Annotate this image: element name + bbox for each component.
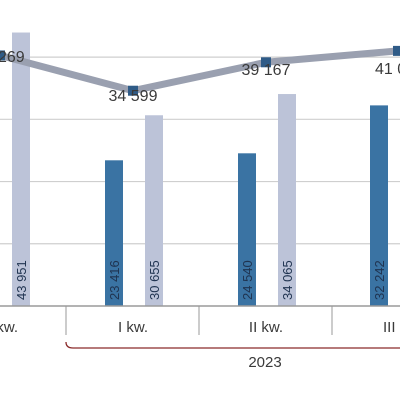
bar-value-label: 23 416 — [107, 260, 122, 300]
bar-light — [278, 94, 296, 306]
grid-lines — [0, 56, 400, 245]
bar-dark — [238, 153, 256, 306]
bar-value-label: 24 540 — [240, 260, 255, 300]
year-bracket-line — [65, 341, 400, 349]
line-marker — [393, 45, 400, 56]
x-tick-label: II kw. — [249, 319, 283, 336]
bar-dark — [105, 160, 123, 306]
bar-value-label: 43 951 — [14, 260, 29, 300]
year-label: 2023 — [248, 354, 281, 371]
x-tick-label: III k — [383, 319, 400, 336]
bar-light — [12, 32, 30, 307]
line-path — [0, 47, 400, 95]
line-value-label: 39 167 — [242, 62, 291, 79]
year-bracket: 2023 — [65, 341, 400, 371]
line-series — [0, 45, 400, 96]
bar-dark — [370, 105, 388, 306]
line-value-label: 41 0 — [375, 61, 400, 78]
bar-value-label: 32 242 — [372, 260, 387, 300]
line-value-label: 269 — [0, 49, 25, 66]
line-marker — [261, 57, 271, 68]
bar-value-label: 34 065 — [280, 260, 295, 300]
x-tick-label: I kw. — [118, 319, 148, 336]
line-marker — [128, 85, 138, 96]
line-marker — [0, 50, 5, 61]
bar-light — [145, 115, 163, 306]
x-tick-label: kw. — [0, 319, 18, 336]
x-axis: kw. I kw. II kw. III k — [0, 305, 400, 336]
bar-series — [12, 32, 388, 307]
bar-value-labels: 23 416 24 540 32 242 43 951 30 655 34 065 — [14, 260, 387, 300]
bar-value-label: 30 655 — [147, 260, 162, 300]
line-value-label: 34 599 — [109, 88, 158, 105]
line-value-labels: 269 34 599 39 167 41 0 — [0, 49, 400, 105]
